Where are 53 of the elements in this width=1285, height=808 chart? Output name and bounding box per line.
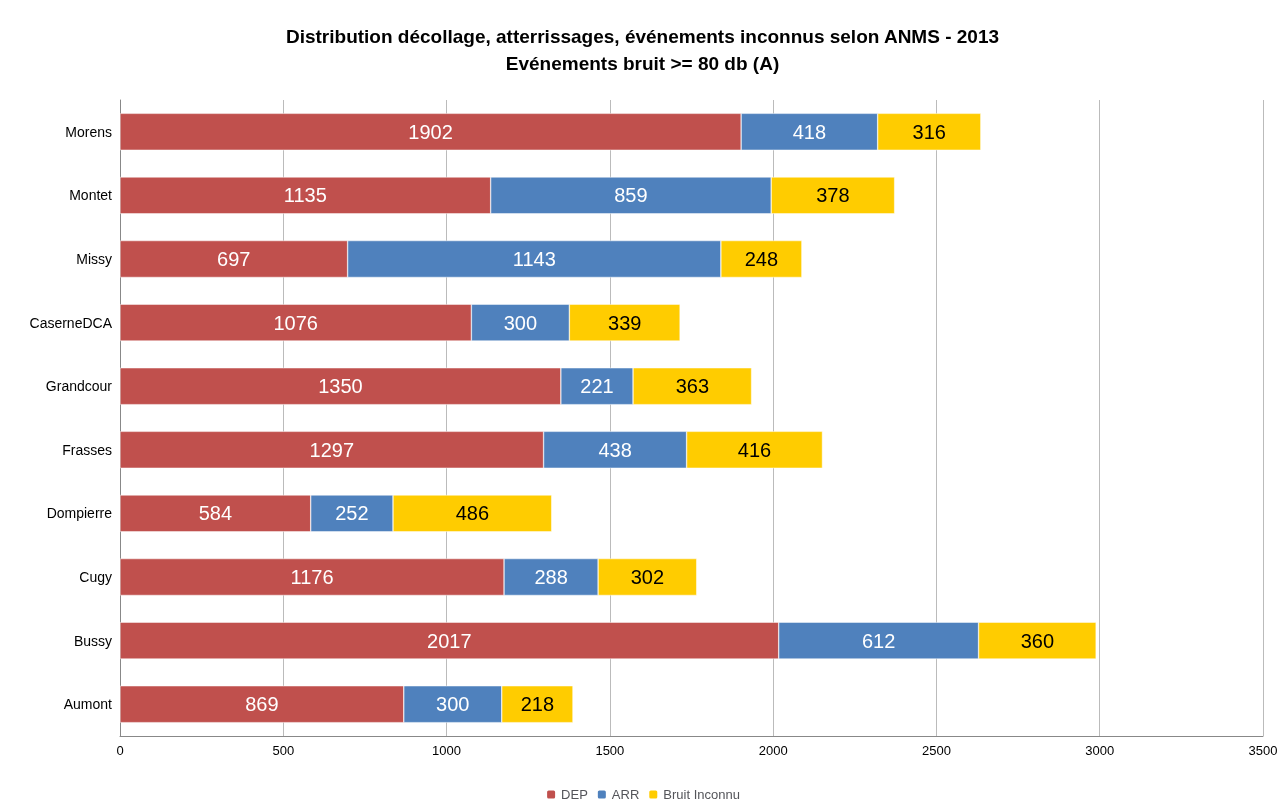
data-label: 1176 xyxy=(290,566,334,588)
data-label: 416 xyxy=(737,438,772,461)
data-label: 418 xyxy=(792,120,827,143)
data-label: 316 xyxy=(912,120,946,143)
data-label: 302 xyxy=(630,566,665,588)
data-label: 1350 xyxy=(318,375,363,398)
data-label: 612 xyxy=(861,629,896,652)
x-tick-label: 2500 xyxy=(921,743,951,758)
x-tick-label: 500 xyxy=(272,743,295,758)
data-label: 1297 xyxy=(309,438,355,461)
data-label: 697 xyxy=(217,248,251,270)
chart-title: Distribution décollage, atterrissages, événements inconnus selon ANMS - 2013 xyxy=(285,26,1000,47)
legend-label: Bruit Inconnu xyxy=(663,787,740,802)
data-label: 859 xyxy=(614,184,648,207)
x-tick-label: 1500 xyxy=(595,743,625,758)
y-tick-label: Morens xyxy=(65,123,112,140)
data-label: 288 xyxy=(534,566,568,588)
data-label: 1076 xyxy=(273,311,318,334)
data-label: 252 xyxy=(335,502,369,525)
legend-label: ARR xyxy=(611,787,640,802)
data-label: 2017 xyxy=(427,629,472,652)
x-tick-label: 2000 xyxy=(758,743,788,758)
y-tick-label: Dompierre xyxy=(46,505,113,522)
data-label: 1902 xyxy=(408,120,453,143)
data-label: 221 xyxy=(580,375,614,398)
data-label: 584 xyxy=(198,502,233,525)
x-tick-label: 3000 xyxy=(1085,743,1115,758)
data-label: 363 xyxy=(675,375,709,398)
legend-label: DEP xyxy=(561,787,588,802)
y-tick-label: Missy xyxy=(76,251,112,267)
x-tick-label: 1000 xyxy=(432,743,462,758)
x-tick-label: 0 xyxy=(116,743,124,758)
y-tick-label: Grandcour xyxy=(45,378,113,395)
data-label: 869 xyxy=(245,693,279,716)
data-label: 300 xyxy=(503,311,538,334)
data-label: 438 xyxy=(598,438,632,461)
y-tick-label: Bussy xyxy=(73,632,112,649)
y-tick-label: Aumont xyxy=(63,696,113,713)
data-label: 218 xyxy=(520,693,555,716)
data-label: 486 xyxy=(455,502,490,525)
chart-subtitle: Evénements bruit >= 80 db (A) xyxy=(505,53,780,74)
y-tick-label: Frasses xyxy=(62,441,112,458)
data-label: 1135 xyxy=(283,184,327,207)
data-label: 300 xyxy=(436,693,470,716)
y-tick-label: Montet xyxy=(69,187,113,204)
data-label: 360 xyxy=(1020,629,1055,652)
x-tick-label: 3500 xyxy=(1248,743,1278,758)
data-label: 1143 xyxy=(512,248,556,270)
data-label: 378 xyxy=(816,184,850,207)
y-tick-label: Cugy xyxy=(79,569,112,585)
data-label: 248 xyxy=(744,248,779,270)
data-label: 339 xyxy=(608,311,642,334)
y-tick-label: CaserneDCA xyxy=(29,314,113,331)
